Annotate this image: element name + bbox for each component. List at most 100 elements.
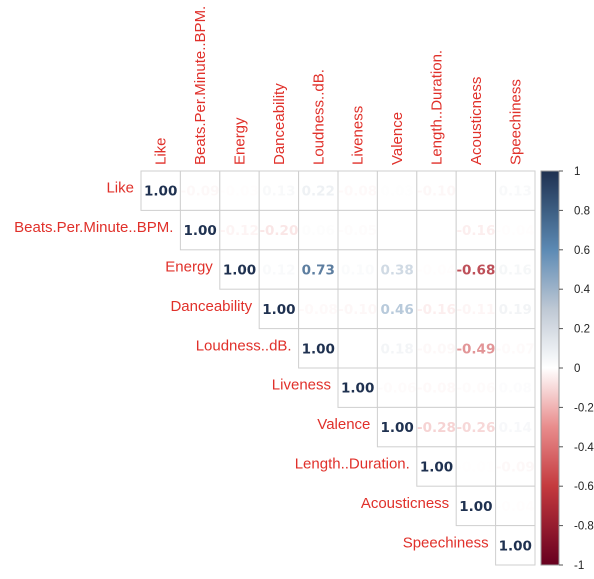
heatmap-cell-4-4 (298, 328, 339, 369)
heatmap-cell-4-5 (337, 328, 378, 369)
heatmap-value-3-6: 0.46 (380, 302, 413, 318)
column-label-6: Valence (389, 112, 406, 165)
heatmap-value-2-8: -0.68 (456, 263, 495, 279)
heatmap-value-0-8: 0.00 (459, 184, 492, 200)
heatmap-cell-2-9 (495, 249, 536, 290)
heatmap-value-0-7: -0.10 (417, 184, 456, 200)
heatmap-value-4-9: -0.07 (496, 341, 535, 357)
heatmap-value-4-7: -0.09 (417, 341, 456, 357)
colorbar-tick-label-8: -0.6 (574, 481, 594, 493)
heatmap-cell-3-3 (258, 288, 300, 330)
heatmap-value-4-4: 1.00 (302, 341, 335, 357)
heatmap-value-1-8: -0.16 (456, 223, 495, 239)
heatmap-cell-2-4 (298, 249, 339, 290)
heatmap-value-0-3: 0.13 (262, 184, 295, 200)
column-label-3: Danceability (271, 83, 288, 165)
heatmap-value-6-7: -0.28 (417, 420, 456, 436)
heatmap-value-1-4: 0.06 (302, 223, 335, 239)
heatmap-cell-3-4 (298, 288, 339, 330)
heatmap-value-3-8: -0.11 (456, 302, 495, 318)
colorbar-tick-label-9: -0.8 (574, 521, 594, 533)
heatmap-value-0-1: -0.09 (181, 184, 220, 200)
heatmap-value-0-2: -0.03 (220, 184, 259, 200)
heatmap-value-1-2: -0.12 (220, 223, 259, 239)
heatmap-value-0-0: 1.00 (144, 184, 177, 200)
heatmap-cell-8-9 (495, 485, 536, 527)
heatmap-value-8-8: 1.00 (459, 499, 492, 515)
column-label-1: Beats.Per.Minute..BPM. (192, 6, 209, 165)
heatmap-value-2-7: -0.04 (417, 263, 456, 279)
row-label-9: Speechiness (403, 534, 489, 551)
colorbar-tick-label-1: 0.8 (574, 205, 590, 217)
colorbar-tick-label-5: 0 (574, 363, 580, 375)
heatmap-value-1-6: 0.00 (380, 223, 413, 239)
row-labels: Like Beats.Per.Minute..BPM. Energy Danceabi… (14, 180, 488, 552)
heatmap-cell-2-3 (258, 249, 300, 290)
column-label-2: Energy (232, 117, 249, 165)
heatmap-cell-5-9 (495, 367, 536, 408)
heatmap-cell-5-5 (337, 367, 378, 408)
heatmap-value-2-2: 1.00 (223, 263, 256, 279)
heatmap-value-1-7: 0.00 (420, 223, 453, 239)
row-label-8: Acousticness (361, 495, 449, 512)
heatmap-cell-0-0 (140, 170, 181, 211)
heatmap-cell-7-9 (495, 446, 536, 487)
heatmap-value-2-4: 0.73 (302, 263, 335, 279)
heatmap-value-4-8: -0.49 (456, 341, 495, 357)
heatmap-value-3-7: -0.16 (417, 302, 456, 318)
heatmap-value-6-6: 1.00 (380, 420, 413, 436)
heatmap-value-2-5: 0.10 (341, 263, 374, 279)
heatmap-values: 1.00 -0.09 -0.03 0.13 0.22 -0.08 0.03 -0.10 0.00… (144, 184, 535, 555)
heatmap-cell-6-7 (416, 406, 457, 448)
heatmap-cell-1-2 (219, 209, 260, 251)
heatmap-value-7-9: -0.09 (496, 460, 535, 476)
heatmap-cell-2-5 (337, 249, 378, 290)
heatmap-cell-1-8 (455, 209, 497, 251)
heatmap-value-7-8: -0.01 (456, 460, 495, 476)
heatmap-cell-4-6 (376, 328, 418, 369)
colorbar-tick-label-6: -0.2 (574, 402, 594, 414)
heatmap-value-6-8: -0.26 (456, 420, 495, 436)
heatmap-value-2-6: 0.38 (380, 263, 413, 279)
heatmap-value-0-5: -0.08 (338, 184, 377, 200)
heatmap-value-4-5: 0.00 (341, 341, 374, 357)
heatmap-value-3-9: 0.19 (499, 302, 532, 318)
heatmap-value-0-4: 0.22 (302, 184, 335, 200)
heatmap-value-6-9: 0.14 (499, 420, 532, 436)
heatmap-value-1-3: -0.20 (259, 223, 298, 239)
heatmap-value-5-5: 1.00 (341, 381, 374, 397)
heatmap-value-2-3: 0.12 (262, 263, 295, 279)
heatmap-value-5-8: -0.06 (456, 381, 495, 397)
heatmap-value-7-7: 1.00 (420, 460, 453, 476)
heatmap-cell-6-6 (376, 406, 418, 448)
heatmap-cell-3-6 (376, 288, 418, 330)
row-label-0: Like (106, 180, 134, 197)
row-label-2: Energy (165, 259, 213, 276)
colorbar-gradient (540, 170, 560, 566)
row-label-7: Length..Duration. (295, 456, 410, 473)
heatmap-value-4-6: 0.18 (380, 341, 413, 357)
heatmap-value-8-9: -0.04 (496, 499, 535, 515)
heatmap-cell-6-8 (455, 406, 497, 448)
colorbar-tick-label-10: -1 (574, 560, 584, 572)
heatmap-cell-1-9 (495, 209, 536, 251)
heatmap-cell-0-1 (179, 170, 221, 211)
column-label-4: Loudness..dB. (310, 69, 327, 165)
row-label-4: Loudness..dB. (196, 337, 292, 354)
column-label-7: Length..Duration. (429, 50, 446, 165)
heatmap-cell-6-9 (495, 406, 536, 448)
colorbar-tick-label-7: -0.4 (574, 442, 594, 454)
heatmap-value-5-6: -0.06 (378, 381, 417, 397)
colorbar-tick-label-0: 1 (574, 166, 580, 178)
column-label-0: Like (153, 137, 170, 165)
heatmap-value-1-1: 1.00 (183, 223, 216, 239)
heatmap-cell-7-7 (416, 446, 457, 487)
row-label-5: Liveness (272, 377, 331, 394)
heatmap-value-1-5: -0.05 (338, 223, 377, 239)
heatmap-cells (140, 170, 536, 566)
row-label-6: Valence (317, 416, 370, 433)
heatmap-cell-1-7 (416, 209, 457, 251)
heatmap-value-3-5: -0.10 (338, 302, 377, 318)
heatmap-value-2-9: 0.16 (499, 263, 532, 279)
